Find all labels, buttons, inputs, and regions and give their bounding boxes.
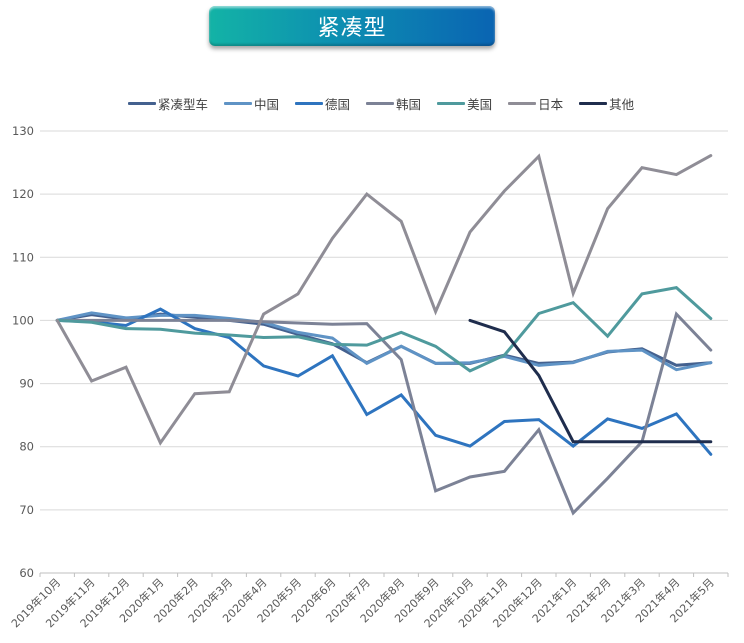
legend-line-swatch-icon xyxy=(579,102,608,105)
series-line xyxy=(468,318,713,444)
series-line xyxy=(55,285,713,373)
y-tick-label: 120 xyxy=(12,187,34,201)
series-line xyxy=(55,307,713,456)
legend-label: 韩国 xyxy=(396,97,422,112)
y-tick-label: 60 xyxy=(19,566,34,580)
y-tick-label: 130 xyxy=(12,124,34,138)
legend-line-swatch-icon xyxy=(295,102,324,105)
series-line xyxy=(55,311,713,516)
chart-title-banner: 紧凑型 xyxy=(209,6,495,46)
legend-line-swatch-icon xyxy=(128,102,156,105)
series-line xyxy=(55,153,713,446)
legend-label: 中国 xyxy=(254,97,280,112)
legend-line-swatch-icon xyxy=(224,102,253,105)
legend-item: 紧凑型车 xyxy=(128,94,208,113)
legend-item: 中国 xyxy=(224,94,279,113)
legend-item: 德国 xyxy=(295,94,350,113)
y-tick-label: 70 xyxy=(19,503,34,517)
legend-item: 美国 xyxy=(437,94,492,113)
legend-line-swatch-icon xyxy=(437,102,466,105)
legend-item: 韩国 xyxy=(366,94,421,113)
y-tick-label: 80 xyxy=(19,440,34,454)
chart-title: 紧凑型 xyxy=(317,16,387,41)
legend-line-swatch-icon xyxy=(508,102,537,105)
series-line xyxy=(55,311,713,372)
legend-item: 日本 xyxy=(508,94,563,113)
legend-label: 紧凑型车 xyxy=(158,97,209,112)
y-tick-label: 90 xyxy=(19,377,34,391)
y-tick-label: 110 xyxy=(12,250,34,264)
legend-label: 其他 xyxy=(609,97,635,112)
y-tick-label: 100 xyxy=(12,313,34,327)
chart-legend: 紧凑型车 中国 德国 韩国 美国 日本 其他 xyxy=(128,94,650,113)
legend-item: 其他 xyxy=(579,94,634,113)
legend-line-swatch-icon xyxy=(366,102,395,105)
legend-label: 日本 xyxy=(538,97,564,112)
legend-label: 德国 xyxy=(325,97,351,112)
legend-label: 美国 xyxy=(467,97,493,112)
